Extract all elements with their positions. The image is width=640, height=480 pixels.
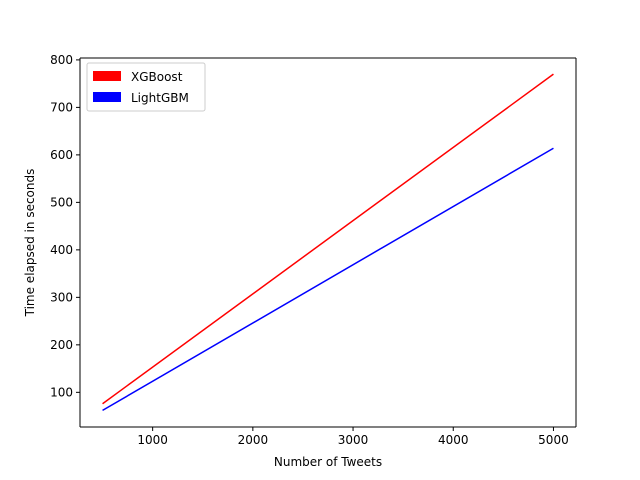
y-tick-label: 500	[50, 195, 73, 209]
plot-area	[80, 58, 576, 427]
y-tick-label: 100	[50, 385, 73, 399]
x-tick-label: 5000	[538, 433, 569, 447]
y-tick-label: 300	[50, 290, 73, 304]
x-axis-label: Number of Tweets	[274, 455, 382, 469]
y-axis-label: Time elapsed in seconds	[23, 169, 37, 318]
legend-swatch-lightgbm	[93, 92, 121, 102]
y-tick-label: 200	[50, 338, 73, 352]
legend-label-xgboost: XGBoost	[131, 70, 183, 84]
x-tick-label: 3000	[338, 433, 369, 447]
y-tick-label: 700	[50, 100, 73, 114]
axes	[79, 57, 577, 428]
series-layer	[102, 73, 554, 412]
x-tick-label: 2000	[238, 433, 269, 447]
y-tick-label: 600	[50, 148, 73, 162]
series-line-lightgbm	[102, 147, 554, 412]
y-tick-label: 400	[50, 243, 73, 257]
series-line-xgboost	[102, 73, 554, 405]
x-tick-label: 1000	[137, 433, 168, 447]
legend-label-lightgbm: LightGBM	[131, 91, 189, 105]
legend: XGBoost LightGBM	[86, 62, 206, 112]
legend-swatch-xgboost	[93, 71, 121, 81]
x-tick-label: 4000	[438, 433, 469, 447]
x-axis-ticks: 1000 2000 3000 4000 5000	[137, 427, 569, 447]
y-axis-ticks: 100 200 300 400 500 600 700 800	[50, 53, 80, 399]
y-tick-label: 800	[50, 53, 73, 67]
